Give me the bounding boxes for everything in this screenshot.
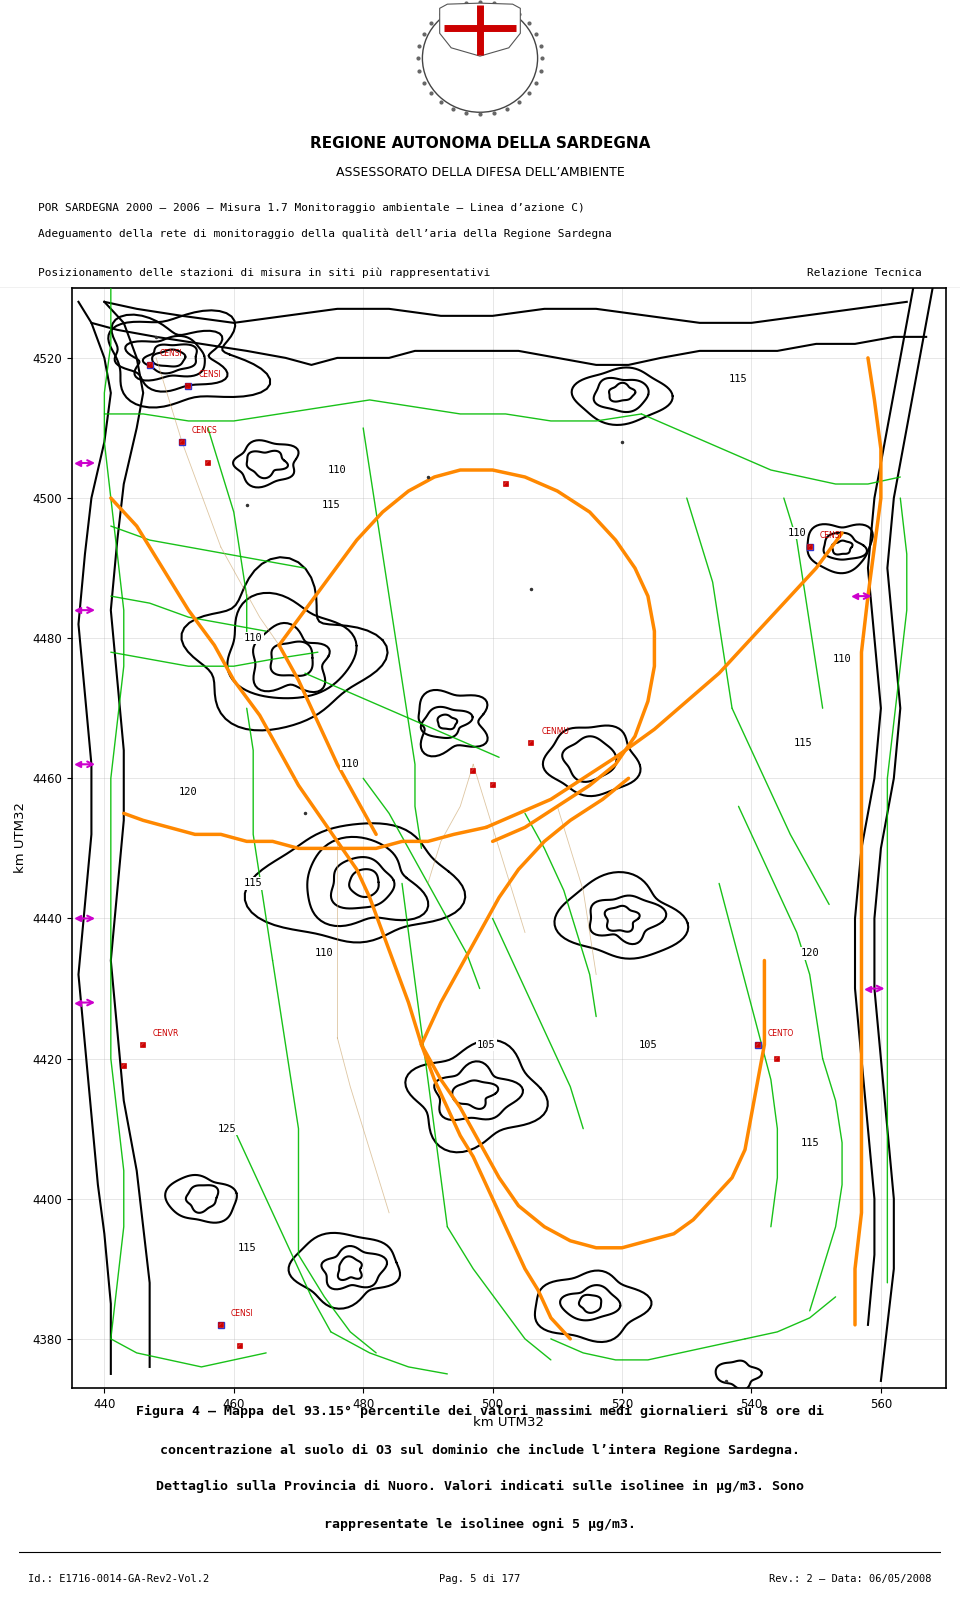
Text: 115: 115 [244, 878, 263, 889]
X-axis label: km UTM32: km UTM32 [473, 1417, 544, 1430]
Text: 110: 110 [244, 633, 263, 643]
Text: 110: 110 [341, 760, 360, 769]
Text: Dettaglio sulla Provincia di Nuoro. Valori indicati sulle isolinee in μg/m3. Son: Dettaglio sulla Provincia di Nuoro. Valo… [156, 1481, 804, 1493]
Text: Posizionamento delle stazioni di misura in siti più rappresentativi: Posizionamento delle stazioni di misura … [38, 267, 491, 278]
Text: Adeguamento della rete di monitoraggio della qualità dell’aria della Regione Sar: Adeguamento della rete di monitoraggio d… [38, 229, 612, 238]
Text: 115: 115 [794, 739, 812, 748]
Text: 110: 110 [832, 654, 852, 664]
Text: concentrazione al suolo di O3 sul dominio che include l’intera Regione Sardegna.: concentrazione al suolo di O3 sul domini… [160, 1444, 800, 1457]
Text: 125: 125 [218, 1124, 237, 1134]
Text: CENTO: CENTO [768, 1028, 794, 1038]
Text: 115: 115 [730, 374, 748, 384]
Text: REGIONE AUTONOMA DELLA SARDEGNA: REGIONE AUTONOMA DELLA SARDEGNA [310, 136, 650, 150]
Text: CENSI: CENSI [159, 349, 182, 358]
Text: 110: 110 [328, 465, 347, 475]
Text: CENVR: CENVR [153, 1028, 180, 1038]
Polygon shape [440, 3, 520, 56]
Text: CENMU: CENMU [541, 728, 569, 736]
Text: Pag. 5 di 177: Pag. 5 di 177 [440, 1573, 520, 1585]
Text: 120: 120 [180, 787, 198, 798]
Text: Rev.: 2 – Data: 06/05/2008: Rev.: 2 – Data: 06/05/2008 [769, 1573, 931, 1585]
Text: CENSI: CENSI [198, 369, 221, 379]
Text: 115: 115 [237, 1242, 256, 1252]
Text: 105: 105 [477, 1039, 495, 1049]
Text: Relazione Tecnica: Relazione Tecnica [806, 269, 922, 278]
Text: CENSI: CENSI [820, 531, 842, 540]
Text: Figura 4 – Mappa del 93.15° percentile dei valori massimi medi giornalieri su 8 : Figura 4 – Mappa del 93.15° percentile d… [136, 1406, 824, 1418]
Y-axis label: km UTM32: km UTM32 [13, 803, 27, 873]
Text: 110: 110 [315, 948, 334, 958]
Text: ASSESSORATO DELLA DIFESA DELL’AMBIENTE: ASSESSORATO DELLA DIFESA DELL’AMBIENTE [336, 166, 624, 179]
Text: 120: 120 [801, 948, 819, 958]
Text: 110: 110 [787, 528, 806, 539]
Text: 115: 115 [322, 500, 340, 510]
Text: Id.: E1716-0014-GA-Rev2-Vol.2: Id.: E1716-0014-GA-Rev2-Vol.2 [29, 1573, 209, 1585]
Text: CENSI: CENSI [230, 1310, 253, 1318]
Text: POR SARDEGNA 2000 – 2006 – Misura 1.7 Monitoraggio ambientale – Linea d’azione C: POR SARDEGNA 2000 – 2006 – Misura 1.7 Mo… [38, 203, 586, 213]
Text: CENCS: CENCS [192, 425, 218, 435]
Text: rappresentate le isolinee ogni 5 μg/m3.: rappresentate le isolinee ogni 5 μg/m3. [324, 1517, 636, 1532]
Text: 105: 105 [638, 1039, 658, 1049]
Text: 115: 115 [801, 1137, 819, 1148]
